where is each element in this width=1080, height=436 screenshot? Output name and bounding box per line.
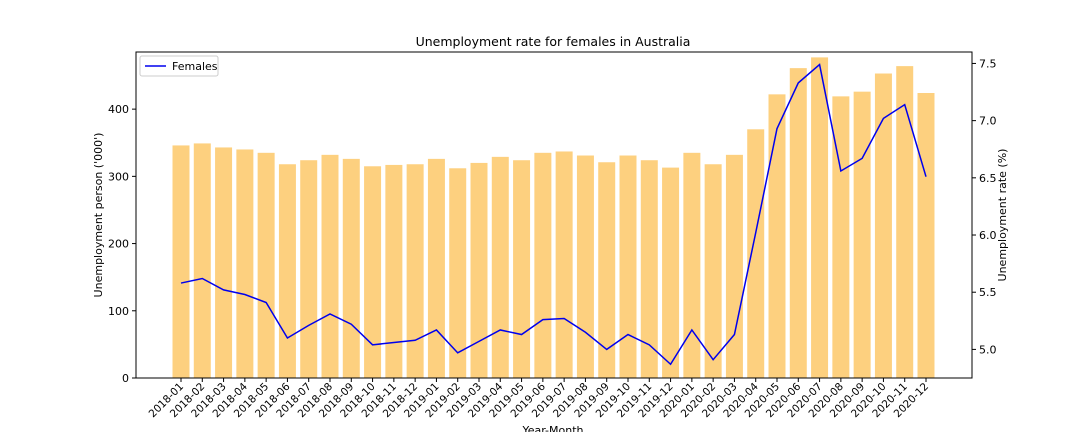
bar-2019-07 <box>555 151 573 378</box>
bar-2019-04 <box>491 156 509 378</box>
bar-2019-08 <box>576 155 594 378</box>
right-tick-label-5: 5.0 <box>979 343 997 356</box>
chart-title: Unemployment rate for females in Austral… <box>416 34 691 49</box>
right-tick-label-7.5: 7.5 <box>979 57 997 70</box>
legend: Females <box>139 55 219 77</box>
x-axis: 2018-012018-022018-032018-042018-052018-… <box>147 378 931 420</box>
line-layer <box>180 63 927 366</box>
bar-2018-10 <box>364 166 382 378</box>
left-tick-label-300: 300 <box>108 170 129 183</box>
bar-2019-06 <box>534 152 552 378</box>
bar-2020-03 <box>725 154 743 378</box>
legend-box <box>139 55 219 77</box>
x-axis-label: Year-Month <box>521 424 583 432</box>
bar-2018-11 <box>385 164 403 378</box>
bar-2018-08 <box>321 154 339 378</box>
bar-2019-11 <box>640 160 658 378</box>
bars-layer <box>172 57 935 379</box>
bar-2020-05 <box>768 94 786 378</box>
bar-2019-09 <box>598 162 616 378</box>
bar-2020-12 <box>917 93 935 378</box>
series-line-females <box>180 63 927 366</box>
bar-2020-07 <box>811 57 829 378</box>
bar-2020-11 <box>896 66 914 379</box>
bar-2020-06 <box>789 68 807 378</box>
bar-2018-02 <box>193 143 211 378</box>
right-y-axis-label: Unemployment rate (%) <box>996 149 1009 282</box>
bar-2019-05 <box>513 160 531 378</box>
right-y-axis: 5.0 5.5 6.0 6.5 7.0 7.5 <box>972 57 997 356</box>
left-tick-label-400: 400 <box>108 103 129 116</box>
bar-2019-01 <box>427 158 445 378</box>
bar-2018-09 <box>342 158 360 378</box>
bar-2020-09 <box>853 91 871 378</box>
legend-label-females: Females <box>172 60 218 73</box>
bar-2018-05 <box>257 152 275 378</box>
bar-2020-10 <box>874 73 892 378</box>
left-tick-label-0: 0 <box>122 372 129 385</box>
bar-2018-12 <box>406 164 424 378</box>
right-tick-label-6: 6.0 <box>979 229 997 242</box>
bar-2018-06 <box>278 164 296 378</box>
left-y-axis: 0 100 200 300 400 <box>108 103 136 385</box>
left-tick-label-100: 100 <box>108 305 129 318</box>
bar-2020-08 <box>832 96 850 379</box>
right-tick-label-6.5: 6.5 <box>979 172 997 185</box>
bar-2019-02 <box>449 168 467 378</box>
bar-2020-01 <box>683 152 701 378</box>
bar-2019-10 <box>619 155 637 378</box>
right-tick-label-5.5: 5.5 <box>979 286 997 299</box>
bar-2020-02 <box>704 164 722 378</box>
bar-2019-12 <box>662 167 680 378</box>
plot-frame <box>135 51 973 379</box>
left-tick-label-200: 200 <box>108 238 129 251</box>
bar-2018-01 <box>172 145 190 378</box>
bar-2020-04 <box>747 129 765 378</box>
bar-2018-07 <box>300 160 318 378</box>
bar-2018-03 <box>215 147 233 378</box>
bar-2019-03 <box>470 162 488 378</box>
left-y-axis-label: Unemployment person ('000') <box>92 133 105 298</box>
bar-2018-04 <box>236 149 254 378</box>
right-tick-label-7: 7.0 <box>979 115 997 128</box>
